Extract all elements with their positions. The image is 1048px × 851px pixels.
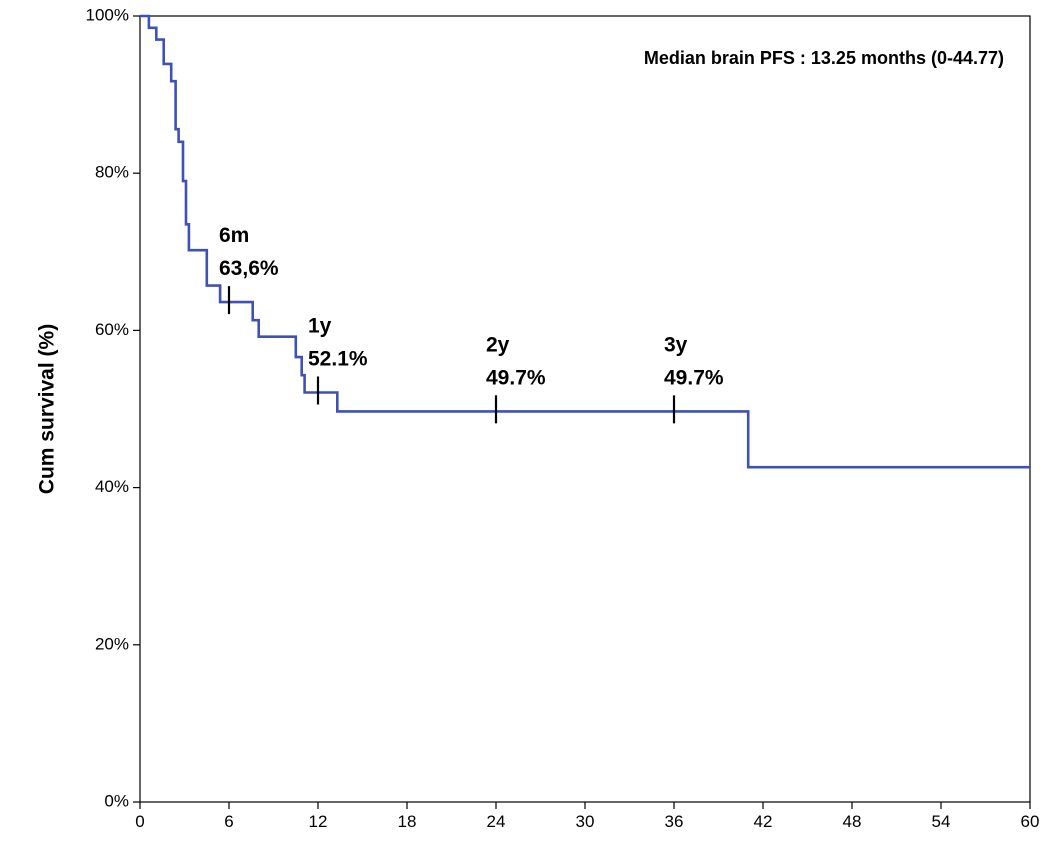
annotation-value: 52.1% (308, 347, 368, 370)
annotation-value: 63,6% (219, 257, 279, 280)
x-tick-label: 60 (1021, 812, 1040, 831)
x-tick-label: 48 (843, 812, 862, 831)
y-tick-label: 0% (104, 791, 129, 810)
x-tick-label: 42 (754, 812, 773, 831)
annotation-value: 49.7% (486, 366, 546, 389)
x-axis: 0 6 12 18 24 30 36 42 48 54 60 (135, 802, 1039, 831)
annotation-label: 6m (219, 224, 249, 247)
y-tick-label: 100% (86, 5, 129, 24)
y-tick-label: 20% (95, 634, 129, 653)
annotation-label: 1y (308, 314, 332, 337)
annotation-label: 3y (664, 333, 688, 356)
x-tick-label: 54 (932, 812, 951, 831)
x-tick-label: 30 (576, 812, 595, 831)
y-axis: 0% 20% 40% 60% 80% 100% (86, 5, 140, 810)
annotation-layer: 6m 63,6% 1y 52.1% 2y 49.7% 3y 49.7% (219, 224, 724, 424)
x-tick-label: 24 (487, 812, 506, 831)
median-pfs-note: Median brain PFS : 13.25 months (0-44.77… (644, 48, 1004, 68)
plot-frame (139, 15, 1031, 803)
x-tick-label: 36 (665, 812, 684, 831)
annotation-label: 2y (486, 333, 510, 356)
y-tick-label: 40% (95, 477, 129, 496)
x-tick-label: 12 (309, 812, 328, 831)
x-tick-label: 0 (135, 812, 144, 831)
annotation-value: 49.7% (664, 366, 724, 389)
y-tick-label: 60% (95, 320, 129, 339)
survival-series (140, 14, 1030, 469)
x-tick-label: 18 (398, 812, 417, 831)
y-tick-label: 80% (95, 163, 129, 182)
survival-step-line (140, 14, 1030, 469)
x-tick-label: 6 (224, 812, 233, 831)
y-axis-title: Cum survival (%) (36, 324, 59, 494)
